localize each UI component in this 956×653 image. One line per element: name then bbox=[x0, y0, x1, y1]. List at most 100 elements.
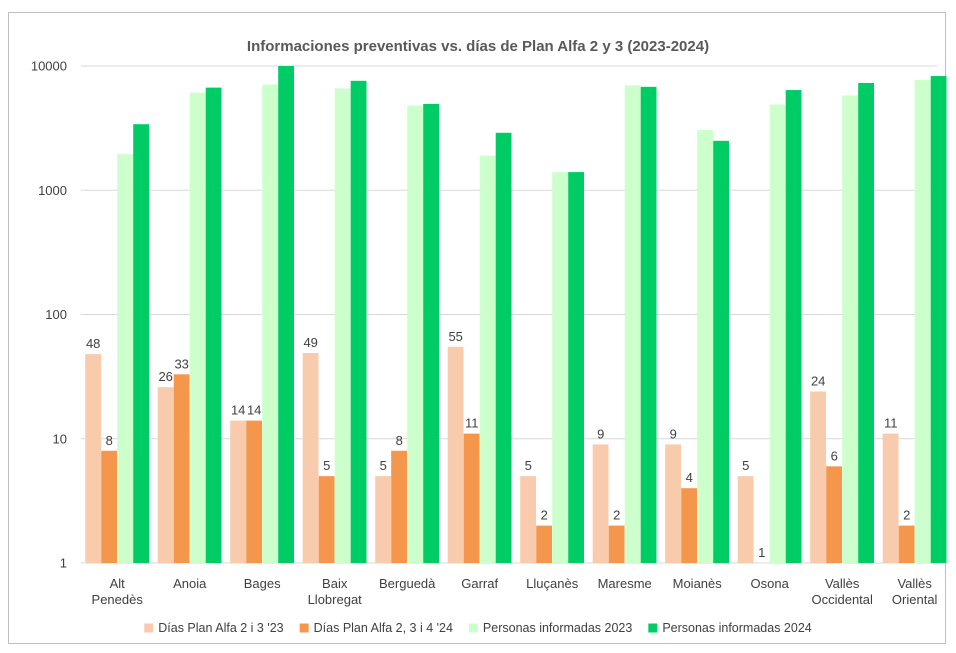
data-label: 9 bbox=[597, 426, 604, 441]
x-category-label: Baix Llobregat bbox=[308, 576, 363, 607]
data-label: 55 bbox=[448, 329, 462, 344]
bar bbox=[882, 433, 899, 563]
bar bbox=[463, 433, 480, 563]
bar bbox=[407, 105, 423, 563]
data-label: 4 bbox=[686, 470, 693, 485]
bar bbox=[262, 84, 278, 564]
legend-label: Personas informadas 2024 bbox=[662, 621, 811, 635]
chart-title: Informaciones preventivas vs. días de Pl… bbox=[247, 38, 709, 55]
bar bbox=[592, 444, 609, 563]
data-label: 14 bbox=[247, 403, 261, 418]
bar bbox=[423, 103, 439, 563]
y-tick-label: 1000 bbox=[38, 183, 67, 198]
bar bbox=[713, 140, 729, 563]
bar bbox=[447, 346, 464, 563]
data-label: 5 bbox=[742, 458, 749, 473]
bar bbox=[640, 86, 657, 564]
x-category-label: Osona bbox=[751, 576, 790, 591]
bar bbox=[334, 88, 351, 564]
chart-svg: Informaciones preventivas vs. días de Pl… bbox=[31, 38, 947, 635]
bar bbox=[552, 172, 568, 563]
bar bbox=[697, 130, 713, 563]
bar bbox=[536, 525, 552, 563]
legend: Días Plan Alfa 2 i 3 '23 Días Plan Alfa 2… bbox=[144, 621, 812, 635]
data-label: 33 bbox=[174, 356, 188, 371]
data-label: 8 bbox=[396, 433, 403, 448]
x-axis-categories: Alt Penedès Anoia Bages Baix Llobregat Bergued… bbox=[92, 576, 938, 607]
data-label: 8 bbox=[106, 433, 113, 448]
data-label: 2 bbox=[903, 508, 910, 523]
bar bbox=[350, 80, 367, 564]
bar bbox=[205, 87, 222, 564]
y-tick-label: 10 bbox=[53, 431, 67, 446]
data-label: 9 bbox=[670, 426, 677, 441]
x-category-label: Anoia bbox=[173, 576, 207, 591]
bar bbox=[842, 95, 858, 563]
bar bbox=[568, 172, 584, 563]
bar bbox=[173, 374, 190, 563]
x-category-label: Lluçanès bbox=[526, 576, 579, 591]
data-label: 24 bbox=[811, 374, 825, 389]
chart-frame: Informaciones preventivas vs. días de Pl… bbox=[8, 12, 947, 644]
data-label: 2 bbox=[541, 508, 548, 523]
data-label: 48 bbox=[86, 336, 100, 351]
bar bbox=[133, 124, 149, 563]
legend-swatch bbox=[299, 623, 309, 633]
legend-swatch bbox=[468, 623, 478, 633]
x-category-label: Alt Penedès bbox=[92, 576, 144, 607]
data-label: 14 bbox=[231, 403, 245, 418]
data-label: 1 bbox=[758, 545, 765, 560]
bar bbox=[737, 476, 754, 563]
x-category-label: Vallès Oriental bbox=[892, 576, 938, 607]
bar bbox=[495, 132, 512, 563]
bar bbox=[117, 154, 133, 563]
bar bbox=[246, 420, 262, 563]
x-category-label: Moianès bbox=[673, 576, 723, 591]
data-label: 6 bbox=[831, 448, 838, 463]
bar bbox=[85, 354, 101, 563]
data-label: 26 bbox=[158, 369, 172, 384]
legend-swatch bbox=[144, 623, 154, 633]
data-label: 5 bbox=[323, 458, 330, 473]
bar bbox=[769, 104, 786, 563]
legend-label: Días Plan Alfa 2, 3 i 4 '24 bbox=[314, 621, 453, 635]
data-label: 5 bbox=[380, 458, 387, 473]
y-axis-ticks: 1 10 100 1000 10000 bbox=[31, 59, 67, 571]
bar bbox=[785, 90, 802, 563]
bar bbox=[318, 476, 335, 563]
bar bbox=[479, 155, 496, 563]
data-label: 5 bbox=[525, 458, 532, 473]
bar bbox=[914, 80, 931, 564]
legend-label: Personas informadas 2023 bbox=[483, 621, 632, 635]
bar bbox=[157, 387, 174, 563]
bar bbox=[278, 66, 294, 563]
legend-label: Días Plan Alfa 2 i 3 '23 bbox=[158, 621, 283, 635]
x-category-label: Berguedà bbox=[379, 576, 436, 591]
x-category-label: Garraf bbox=[461, 576, 498, 591]
bar bbox=[302, 352, 319, 563]
y-tick-label: 1 bbox=[60, 556, 67, 571]
bar bbox=[665, 444, 681, 563]
bar bbox=[608, 525, 625, 563]
bar bbox=[930, 76, 947, 563]
bar bbox=[189, 92, 206, 564]
bar bbox=[101, 450, 117, 563]
bar bbox=[520, 476, 536, 563]
data-label: 49 bbox=[303, 335, 317, 350]
y-tick-label: 100 bbox=[45, 307, 67, 322]
x-category-label: Vallès Occidental bbox=[811, 576, 873, 607]
x-category-label: Bages bbox=[244, 576, 281, 591]
bar bbox=[858, 82, 874, 564]
bar bbox=[230, 420, 246, 563]
x-category-label: Maresme bbox=[598, 576, 652, 591]
legend-swatch bbox=[648, 623, 658, 633]
bars bbox=[85, 66, 947, 564]
bar bbox=[391, 450, 407, 563]
bar bbox=[681, 488, 697, 563]
bar bbox=[898, 525, 915, 563]
data-label: 11 bbox=[465, 416, 479, 431]
bar bbox=[810, 391, 826, 563]
bar bbox=[826, 466, 842, 563]
data-label: 11 bbox=[884, 416, 898, 431]
bar bbox=[375, 476, 391, 563]
